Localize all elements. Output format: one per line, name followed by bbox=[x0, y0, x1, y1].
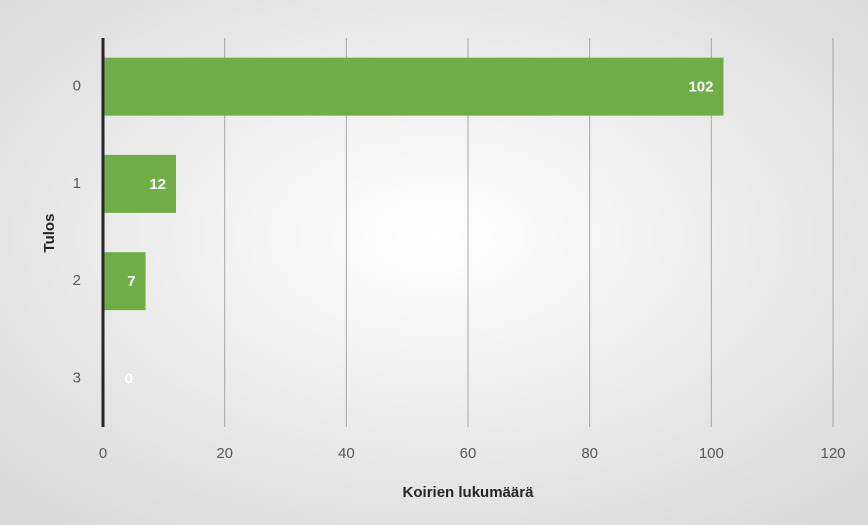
x-tick-label: 120 bbox=[820, 445, 845, 462]
y-tick-label: 1 bbox=[73, 175, 81, 192]
y-tick-label: 3 bbox=[73, 369, 81, 386]
x-tick-label: 0 bbox=[99, 445, 107, 462]
data-label: 102 bbox=[688, 79, 713, 96]
x-tick-label: 60 bbox=[460, 445, 477, 462]
data-label: 0 bbox=[125, 370, 133, 387]
x-axis-label: Koirien lukumäärä bbox=[403, 484, 535, 501]
bar bbox=[103, 252, 146, 311]
bar bbox=[103, 57, 724, 116]
x-tick-label: 100 bbox=[699, 445, 724, 462]
x-tick-label: 20 bbox=[216, 445, 233, 462]
y-axis-label: Tulos bbox=[41, 214, 58, 253]
data-label: 7 bbox=[127, 273, 135, 290]
y-tick-label: 2 bbox=[73, 272, 81, 289]
data-label: 12 bbox=[149, 176, 166, 193]
bar bbox=[103, 154, 176, 213]
y-tick-label: 0 bbox=[73, 78, 81, 95]
x-tick-label: 80 bbox=[581, 445, 598, 462]
x-tick-label: 40 bbox=[338, 445, 355, 462]
